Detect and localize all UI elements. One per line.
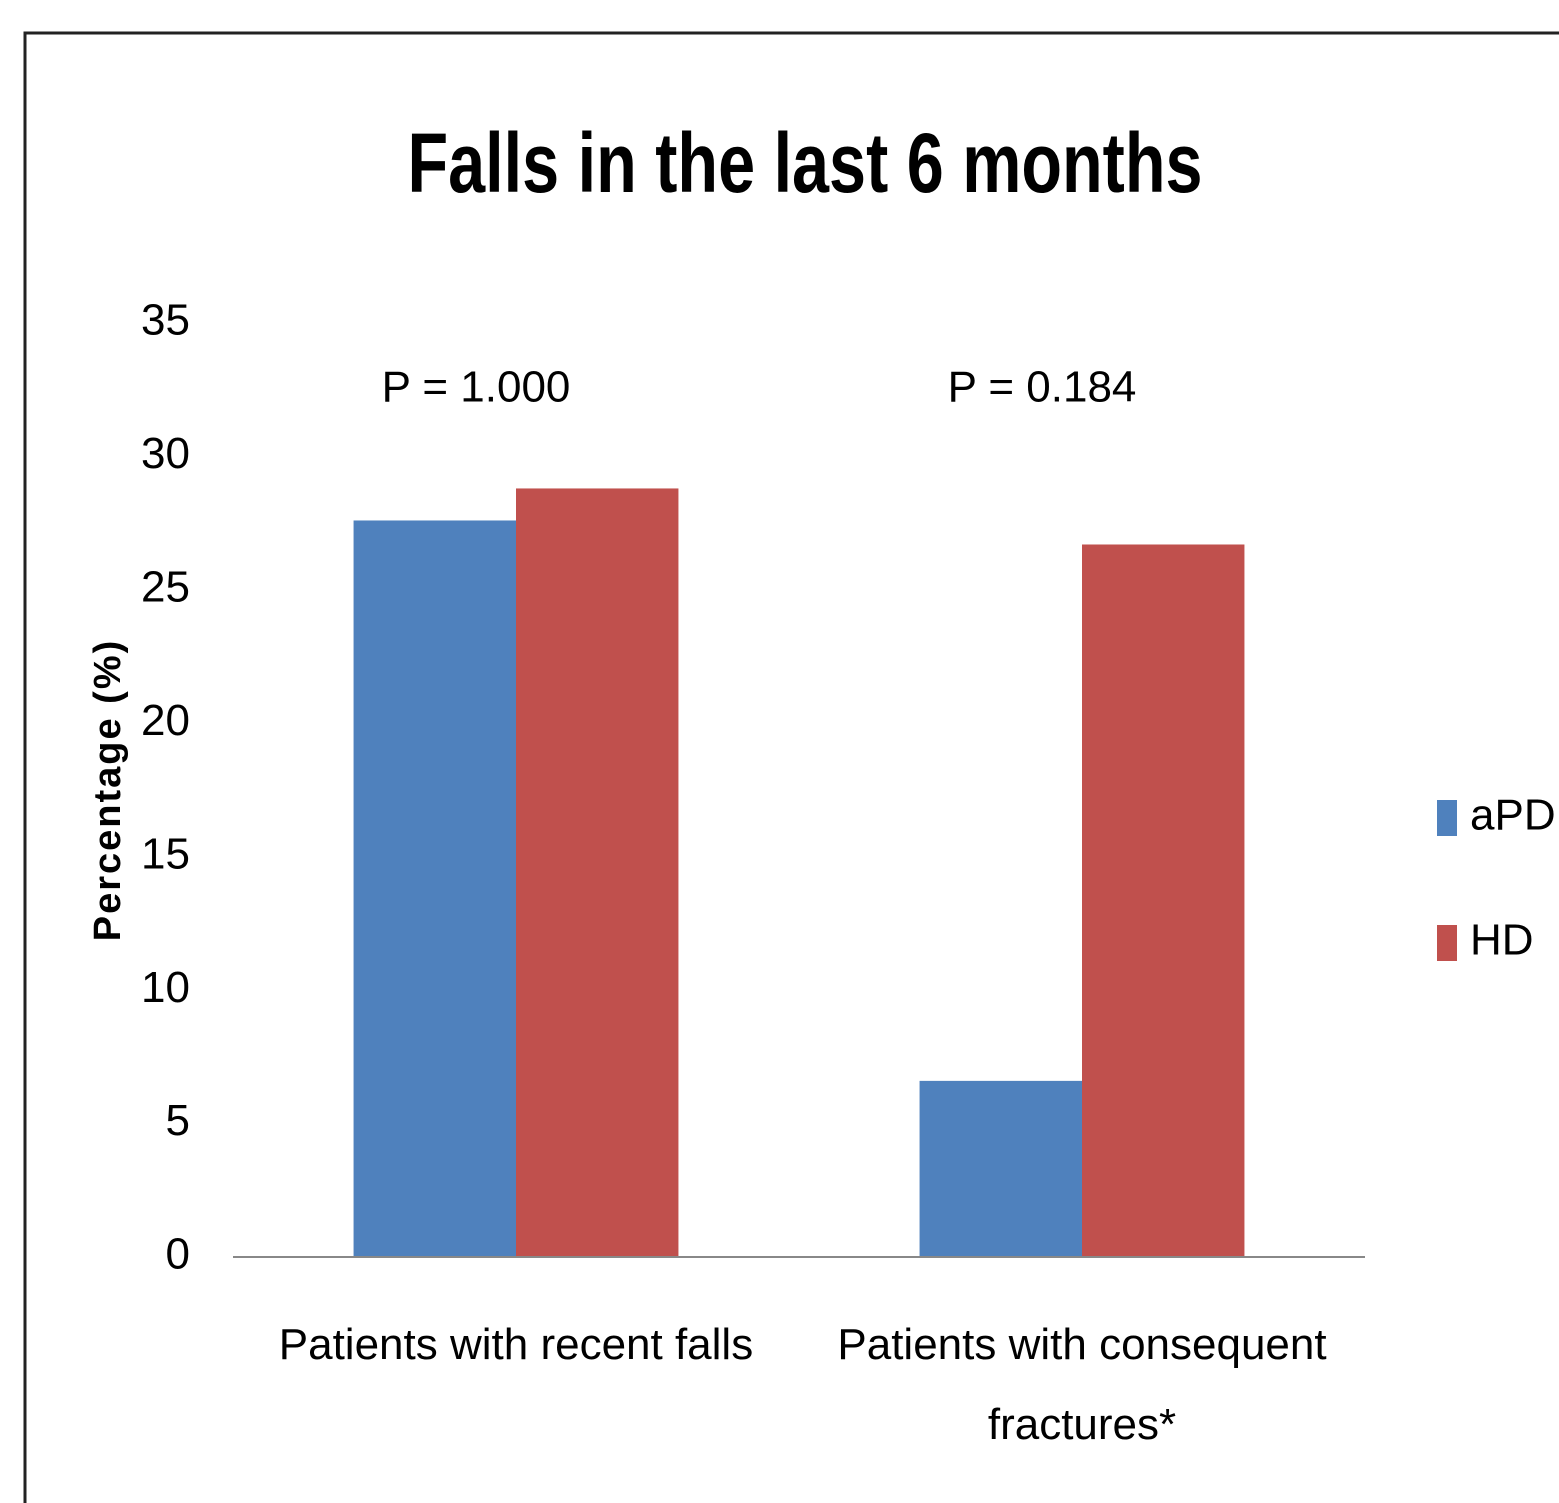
legend-label: HD xyxy=(1470,916,1534,965)
bar xyxy=(919,1080,1082,1257)
bar xyxy=(516,488,679,1257)
y-axis-label: Percentage (%) xyxy=(87,639,129,942)
y-tick-label: 25 xyxy=(141,562,190,611)
y-tick-label: 5 xyxy=(166,1096,190,1145)
y-tick-label: 35 xyxy=(141,296,190,345)
y-tick-label: 15 xyxy=(141,829,190,878)
annotation: P = 1.000 xyxy=(382,363,571,412)
x-tick-label: Patients with recent falls xyxy=(278,1320,754,1369)
bar xyxy=(353,520,516,1257)
legend-swatch xyxy=(1437,925,1457,961)
legend-label: aPD xyxy=(1470,791,1556,840)
bar xyxy=(1082,544,1245,1257)
chart-frame xyxy=(23,31,1559,1503)
y-tick-label: 20 xyxy=(141,696,190,745)
y-tick-label: 30 xyxy=(141,429,190,478)
y-tick-label: 10 xyxy=(141,963,190,1012)
x-tick-label: Patients with consequent fractures* xyxy=(837,1320,1327,1449)
annotation: P = 0.184 xyxy=(948,363,1137,412)
y-tick-label: 0 xyxy=(166,1230,190,1279)
chart-title: Falls in the last 6 months xyxy=(408,116,1203,210)
legend-swatch xyxy=(1437,800,1457,836)
